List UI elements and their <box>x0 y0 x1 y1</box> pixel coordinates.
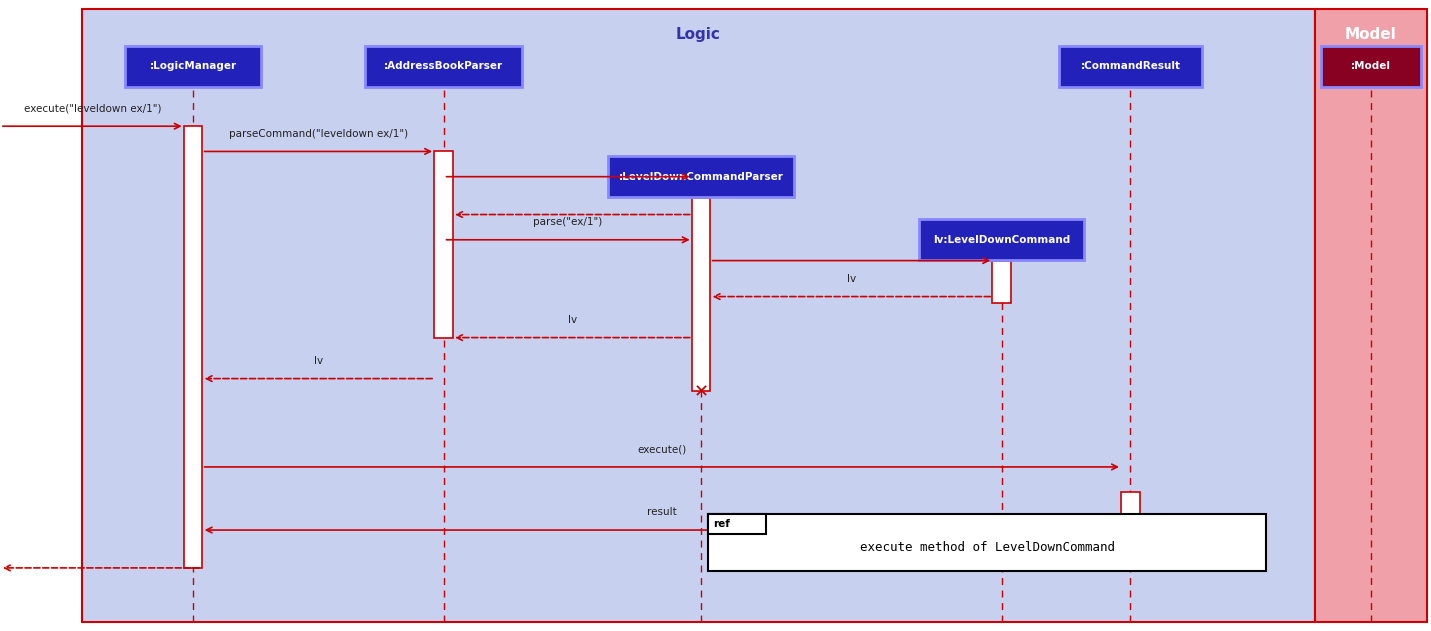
Bar <box>919 219 1083 260</box>
Bar <box>1122 492 1141 530</box>
Text: lv: lv <box>313 356 323 366</box>
Text: execute method of LevelDownCommand: execute method of LevelDownCommand <box>860 541 1115 554</box>
Text: lv:LevelDownCommand: lv:LevelDownCommand <box>933 235 1070 245</box>
Bar <box>693 198 711 391</box>
Bar <box>1059 45 1202 86</box>
Bar <box>1321 45 1421 86</box>
Bar <box>126 45 262 86</box>
Bar <box>82 9 1315 622</box>
Text: parse("ex/1"): parse("ex/1") <box>534 217 602 227</box>
Text: parseCommand("leveldown ex/1"): parseCommand("leveldown ex/1") <box>229 129 408 139</box>
Text: Logic: Logic <box>675 27 721 42</box>
Bar <box>435 151 452 338</box>
Text: :AddressBookParser: :AddressBookParser <box>384 61 504 71</box>
Text: :CommandResult: :CommandResult <box>1080 61 1181 71</box>
Text: :LogicManager: :LogicManager <box>150 61 236 71</box>
Text: ref: ref <box>713 519 730 529</box>
Bar <box>183 126 203 568</box>
Text: lv: lv <box>847 274 856 284</box>
Text: ✕: ✕ <box>694 384 708 401</box>
Text: result: result <box>647 507 677 517</box>
Text: :LevelDownCommandParser: :LevelDownCommandParser <box>618 172 784 182</box>
Bar <box>1315 9 1427 622</box>
Bar <box>365 45 522 86</box>
Text: execute("leveldown ex/1"): execute("leveldown ex/1") <box>23 103 162 114</box>
Text: execute(): execute() <box>637 444 687 454</box>
Text: Model: Model <box>1345 27 1397 42</box>
Bar <box>708 514 1266 571</box>
Bar <box>608 156 794 197</box>
Bar <box>993 261 1010 303</box>
Text: lv: lv <box>568 315 577 325</box>
Bar <box>708 514 766 534</box>
Text: :Model: :Model <box>1351 61 1391 71</box>
